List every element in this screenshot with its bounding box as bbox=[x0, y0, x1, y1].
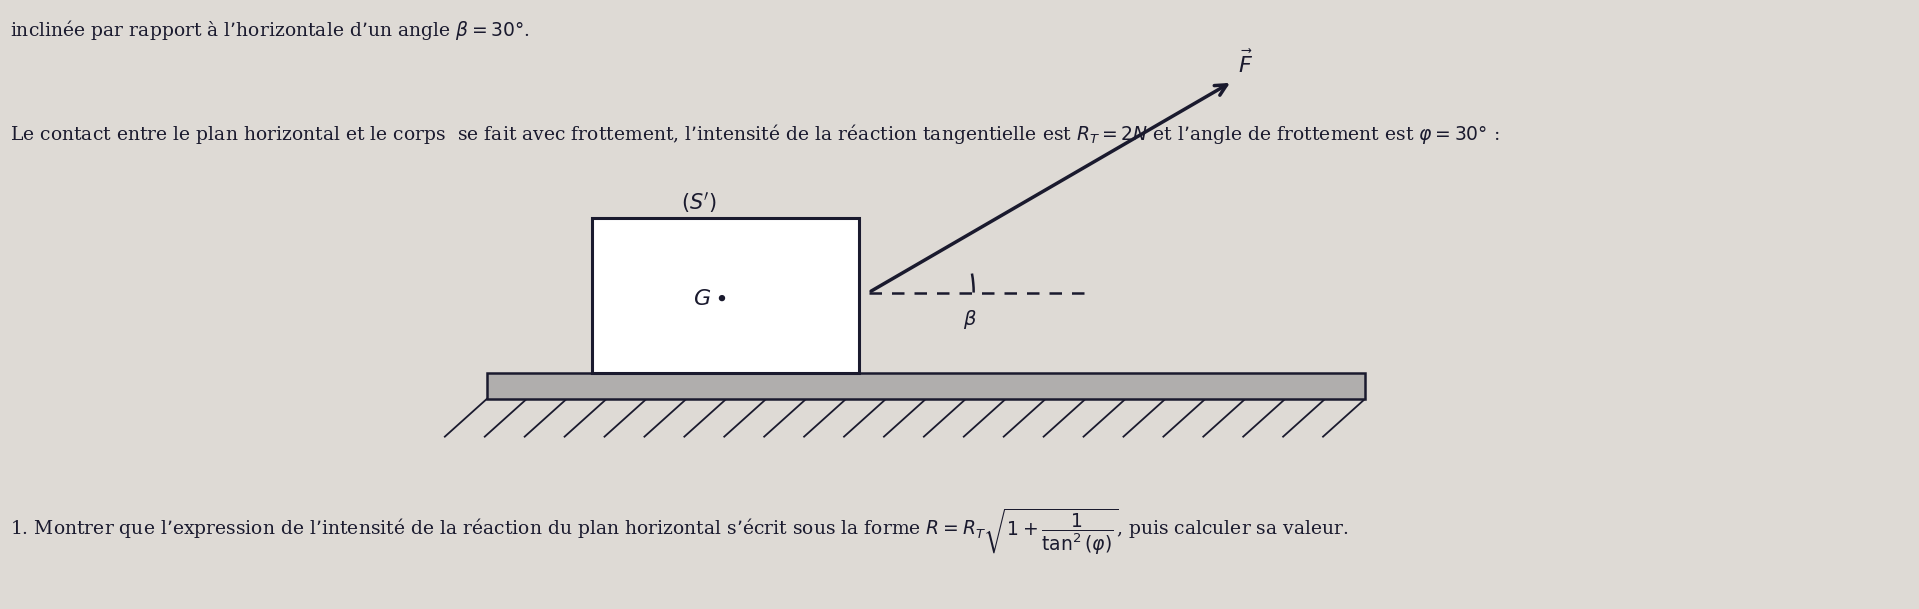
Text: Le contact entre le plan horizontal et le corps  se fait avec frottement, l’inte: Le contact entre le plan horizontal et l… bbox=[10, 122, 1499, 146]
Text: $(S')$: $(S')$ bbox=[681, 190, 716, 215]
Text: 1. Montrer que l’expression de l’intensité de la réaction du plan horizontal s’é: 1. Montrer que l’expression de l’intensi… bbox=[10, 506, 1349, 557]
Text: $G\bullet$: $G\bullet$ bbox=[693, 288, 727, 310]
Text: $\vec{F}$: $\vec{F}$ bbox=[1238, 51, 1253, 79]
Text: $\beta$: $\beta$ bbox=[963, 308, 977, 331]
Text: inclinée par rapport à l’horizontale d’un angle $\beta = 30°$.: inclinée par rapport à l’horizontale d’u… bbox=[10, 18, 530, 42]
FancyBboxPatch shape bbox=[591, 218, 860, 373]
FancyBboxPatch shape bbox=[487, 373, 1364, 399]
